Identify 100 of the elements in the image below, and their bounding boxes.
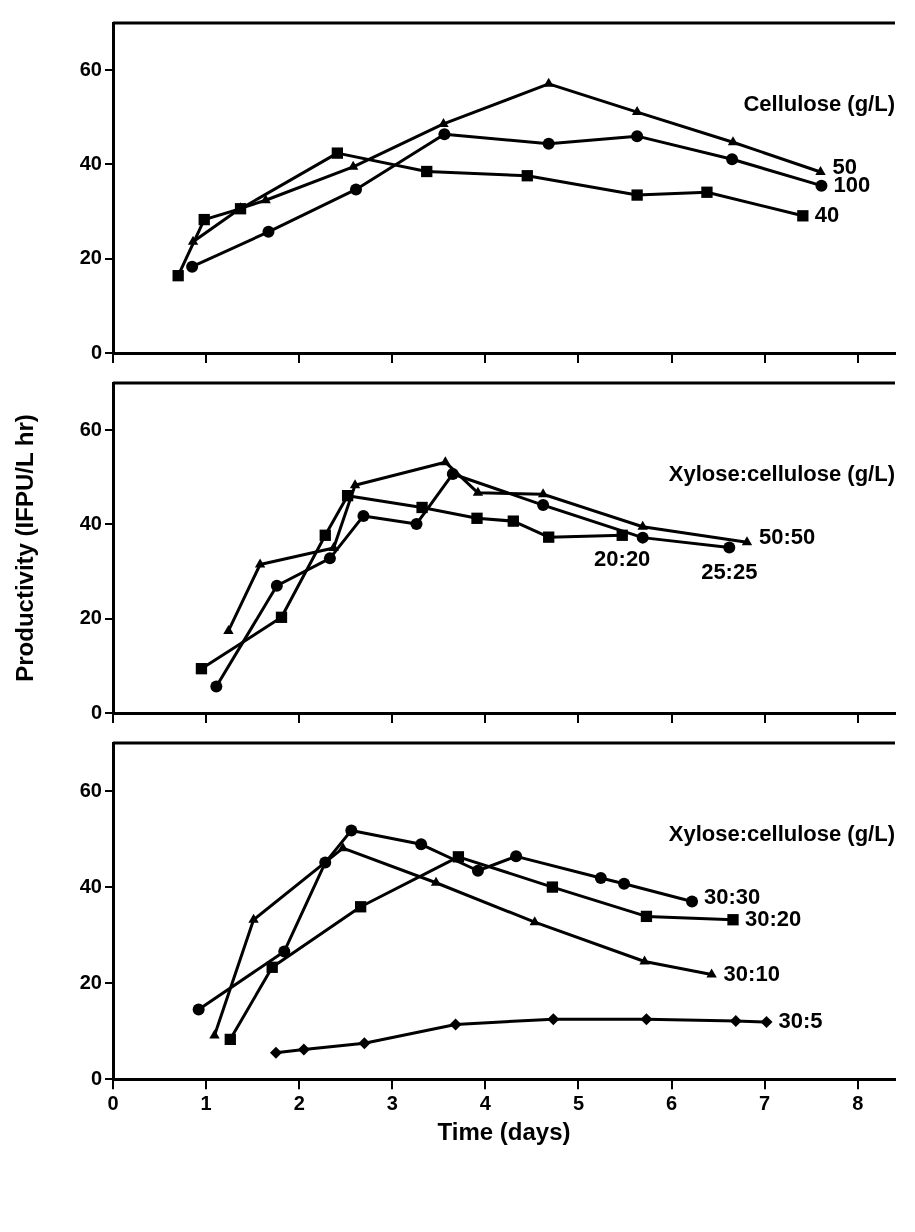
legend-title: Xylose:cellulose (g/L)	[668, 820, 895, 846]
point	[438, 117, 449, 127]
legend-title: Xylose:cellulose (g/L)	[668, 461, 895, 487]
x-tick-label: 0	[107, 1091, 119, 1114]
point	[172, 270, 184, 282]
point	[546, 881, 559, 893]
point	[471, 864, 484, 877]
point	[618, 877, 631, 890]
x-tick-label: 5	[572, 1091, 585, 1114]
point	[543, 531, 555, 543]
y-tick-label: 60	[79, 57, 102, 80]
point	[254, 558, 266, 568]
point	[631, 189, 643, 201]
point	[297, 1043, 310, 1056]
point	[760, 1016, 773, 1029]
point	[349, 183, 362, 196]
y-tick-label: 20	[79, 246, 102, 269]
point	[727, 914, 739, 926]
y-tick-label: 20	[79, 970, 102, 993]
point	[701, 186, 713, 198]
y-tick-label: 60	[79, 778, 102, 801]
point	[472, 486, 484, 496]
point	[354, 901, 367, 913]
point	[438, 128, 451, 141]
point	[631, 130, 644, 143]
point	[224, 1033, 236, 1045]
point	[529, 916, 540, 926]
point	[415, 838, 428, 851]
point	[510, 850, 523, 863]
point	[640, 1013, 653, 1026]
series-label: 20:20	[594, 546, 651, 572]
point	[278, 945, 291, 958]
point	[449, 1018, 462, 1031]
point	[637, 520, 648, 530]
point	[726, 153, 739, 166]
point	[186, 260, 199, 273]
point	[323, 552, 336, 565]
point	[210, 680, 223, 693]
point	[471, 512, 483, 524]
y-tick-label: 40	[79, 874, 102, 897]
point	[686, 895, 699, 908]
point	[187, 235, 199, 245]
y-axis-title: Productivity (IFPU/L hr)	[11, 414, 39, 682]
point	[542, 137, 555, 150]
point	[797, 210, 809, 222]
point	[345, 824, 358, 837]
point	[410, 517, 423, 530]
x-tick-label: 7	[759, 1091, 771, 1114]
point	[195, 663, 208, 675]
point	[357, 509, 370, 522]
point	[547, 1013, 560, 1026]
point	[331, 147, 344, 159]
point	[358, 1037, 371, 1050]
point	[537, 488, 549, 498]
series-label: 25:25	[701, 558, 758, 584]
point	[616, 529, 628, 541]
y-tick-label: 0	[90, 700, 102, 723]
y-tick-label: 40	[79, 151, 102, 174]
point	[727, 136, 739, 146]
y-tick-label: 40	[79, 511, 102, 534]
x-tick-label: 8	[852, 1091, 864, 1114]
series-label: 40	[814, 201, 840, 227]
y-tick-label: 20	[79, 606, 102, 629]
point	[275, 611, 288, 623]
x-tick-label: 3	[386, 1091, 398, 1114]
point	[319, 529, 331, 541]
x-tick-label: 1	[200, 1091, 212, 1114]
point	[337, 842, 349, 852]
series-label: 30:10	[723, 960, 780, 986]
point	[631, 106, 643, 116]
x-tick-label: 2	[293, 1091, 305, 1114]
point	[319, 856, 332, 869]
point	[636, 531, 649, 544]
y-tick-label: 0	[90, 340, 102, 363]
point	[270, 579, 283, 592]
series-label: 50:50	[758, 524, 816, 550]
point	[741, 536, 753, 546]
y-tick-label: 60	[79, 417, 102, 440]
point	[269, 1046, 282, 1059]
point	[639, 955, 650, 965]
point	[198, 213, 210, 226]
point	[421, 165, 433, 178]
point	[440, 456, 451, 466]
point	[815, 179, 828, 192]
point	[260, 194, 271, 204]
series-label: 30:5	[778, 1008, 823, 1034]
point	[521, 170, 533, 182]
point	[594, 871, 607, 884]
point	[248, 913, 259, 923]
x-tick-label: 6	[666, 1091, 678, 1114]
x-axis-title: Time (days)	[437, 1118, 571, 1146]
point	[815, 165, 826, 175]
legend-title: Cellulose (g/L)	[743, 91, 895, 117]
point	[507, 515, 519, 527]
y-tick-label: 0	[90, 1066, 102, 1089]
point	[349, 479, 361, 489]
point	[640, 910, 653, 923]
point	[192, 1003, 205, 1016]
point	[723, 541, 736, 554]
x-tick-label: 4	[479, 1091, 492, 1114]
